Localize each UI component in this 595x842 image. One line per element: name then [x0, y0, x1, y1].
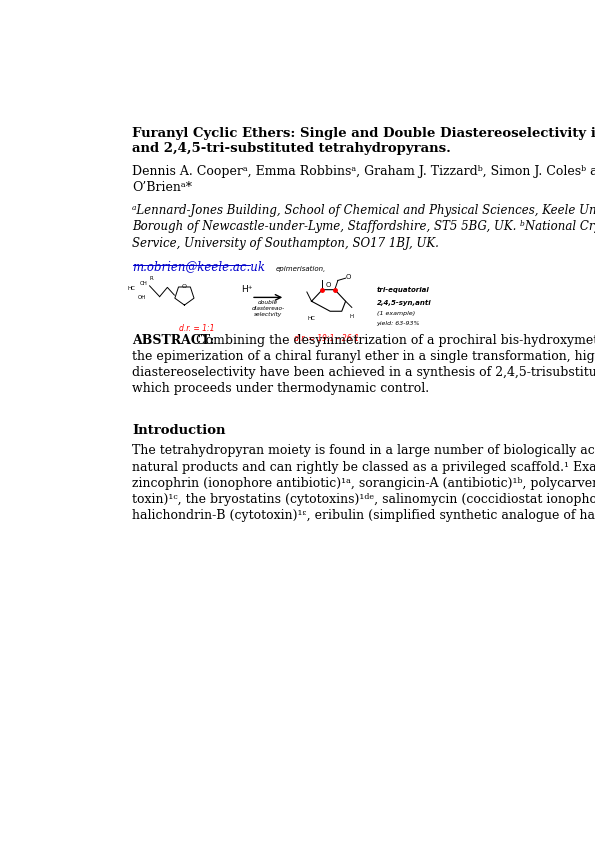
Text: Introduction: Introduction [133, 424, 226, 438]
Text: yield: 63-93%: yield: 63-93% [377, 322, 420, 326]
Text: ABSTRACT:: ABSTRACT: [133, 333, 215, 347]
Text: Borough of Newcastle-under-Lyme, Staffordshire, ST5 5BG, UK. ᵇNational Crystallo: Borough of Newcastle-under-Lyme, Staffor… [133, 221, 595, 233]
Text: 2,4,5-syn,anti: 2,4,5-syn,anti [377, 300, 431, 306]
Text: O: O [182, 284, 187, 289]
Text: epimerisation,: epimerisation, [275, 266, 326, 272]
Text: Combining the desymmetrization of a prochiral bis-hydroxymethyl group with: Combining the desymmetrization of a proc… [192, 333, 595, 347]
Text: Furanyl Cyclic Ethers: Single and Double Diastereoselectivity in the Synthesis o: Furanyl Cyclic Ethers: Single and Double… [133, 127, 595, 141]
Text: and 2,4,5-tri-substituted tetrahydropyrans.: and 2,4,5-tri-substituted tetrahydropyra… [133, 141, 452, 155]
Text: HC: HC [128, 286, 136, 291]
Text: natural products and can rightly be classed as a privileged scaffold.¹ Examples : natural products and can rightly be clas… [133, 461, 595, 474]
Text: OH: OH [137, 295, 146, 300]
Text: O’Brienᵃ*: O’Brienᵃ* [133, 181, 193, 195]
Text: (1 example): (1 example) [377, 312, 415, 317]
Text: d.r. = 19:1 - 26:1: d.r. = 19:1 - 26:1 [294, 333, 359, 343]
Text: the epimerization of a chiral furanyl ether in a single transformation, high lev: the epimerization of a chiral furanyl et… [133, 349, 595, 363]
Text: which proceeds under thermodynamic control.: which proceeds under thermodynamic contr… [133, 382, 430, 395]
Text: toxin)¹ᶜ, the bryostatins (cytotoxins)¹ᵈᵉ, salinomycin (coccidiostat ionophore)¹: toxin)¹ᶜ, the bryostatins (cytotoxins)¹ᵈ… [133, 493, 595, 506]
Text: m.obrien@keele.ac.uk: m.obrien@keele.ac.uk [133, 259, 265, 273]
Text: Service, University of Southampton, SO17 1BJ, UK.: Service, University of Southampton, SO17… [133, 237, 439, 249]
Text: H: H [350, 314, 354, 319]
Text: zincophrin (ionophore antibiotic)¹ᵃ, sorangicin-A (antibiotic)¹ᵇ, polycarvernosi: zincophrin (ionophore antibiotic)¹ᵃ, sor… [133, 477, 595, 490]
Text: O: O [345, 274, 350, 280]
Text: ᵃLennard-Jones Building, School of Chemical and Physical Sciences, Keele Univers: ᵃLennard-Jones Building, School of Chemi… [133, 205, 595, 217]
Text: Dennis A. Cooperᵃ, Emma Robbinsᵃ, Graham J. Tizzardᵇ, Simon J. Colesᵇ and Matthe: Dennis A. Cooperᵃ, Emma Robbinsᵃ, Graham… [133, 165, 595, 178]
Text: halichondrin-B (cytotoxin)¹ᵋ, eribulin (simplified synthetic analogue of halicho: halichondrin-B (cytotoxin)¹ᵋ, eribulin (… [133, 509, 595, 522]
Text: diastereoselectivity have been achieved in a synthesis of 2,4,5-trisubstituted t: diastereoselectivity have been achieved … [133, 366, 595, 379]
Text: CH: CH [140, 281, 148, 286]
Text: O: O [326, 282, 331, 288]
Text: double
diastereao-
selectvity: double diastereao- selectvity [252, 301, 285, 317]
Text: HC: HC [308, 316, 315, 321]
Text: d.r. = 1:1: d.r. = 1:1 [179, 324, 215, 333]
Text: The tetrahydropyran moiety is found in a large number of biologically active nat: The tetrahydropyran moiety is found in a… [133, 445, 595, 457]
Text: tri-equatorial: tri-equatorial [377, 287, 430, 294]
Text: H⁺: H⁺ [240, 285, 252, 294]
Text: R: R [150, 275, 154, 280]
